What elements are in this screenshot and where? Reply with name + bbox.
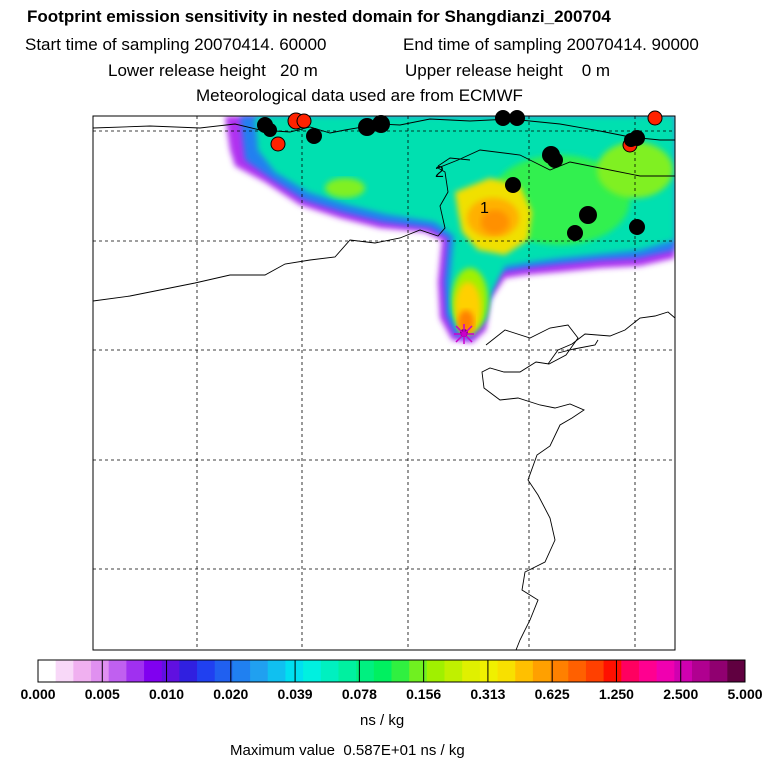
start-sampling-text: Start time of sampling 20070414. 60000: [25, 35, 327, 54]
upper-release-text: Upper release height 0 m: [405, 61, 611, 80]
red-marker: [270, 136, 286, 152]
contour-label-1: 1: [480, 200, 489, 217]
red-marker: [296, 113, 312, 129]
plot-title: Footprint emission sensitivity in nested…: [27, 7, 611, 26]
black-marker: [505, 177, 521, 193]
colorbar-tick-label: 0.313: [470, 686, 506, 702]
black-marker: [372, 115, 390, 133]
max-value-text: Maximum value 0.587E+01 ns / kg: [230, 742, 465, 759]
met-data-text: Meteorological data used are from ECMWF: [196, 86, 523, 105]
black-marker: [579, 206, 597, 224]
end-sampling-text: End time of sampling 20070414. 90000: [403, 35, 699, 54]
colorbar-tick-label: 0.010: [149, 686, 185, 702]
colorbar-tick-label: 0.039: [277, 686, 313, 702]
black-marker: [495, 110, 511, 126]
lower-release-text: Lower release height 20 m: [108, 61, 318, 80]
colorbar-tick-label: 2.500: [663, 686, 699, 702]
colorbar-tick-label: 0.078: [341, 686, 377, 702]
black-marker: [509, 110, 525, 126]
colorbar-tick-label: 5.000: [727, 686, 763, 702]
black-marker: [306, 128, 322, 144]
black-marker: [629, 219, 645, 235]
colorbar-tick-label: 0.005: [84, 686, 120, 702]
colorbar-tick-label: 0.020: [213, 686, 249, 702]
release-point-marker: [454, 324, 474, 344]
black-marker: [624, 133, 638, 147]
sensitivity-field: [225, 116, 675, 343]
colorbar-tick-label: 0.625: [534, 686, 570, 702]
black-marker: [547, 152, 563, 168]
colorbar-tick-label: 1.250: [598, 686, 634, 702]
colorbar-units: ns / kg: [360, 712, 405, 729]
black-marker: [263, 123, 277, 137]
contour-label-2: 2: [435, 164, 444, 181]
black-marker: [358, 118, 376, 136]
colorbar-tick-label: 0.000: [20, 686, 56, 702]
station-markers: [257, 110, 663, 241]
red-marker: [647, 110, 663, 126]
black-marker: [567, 225, 583, 241]
colorbar-tick-label: 0.156: [406, 686, 442, 702]
